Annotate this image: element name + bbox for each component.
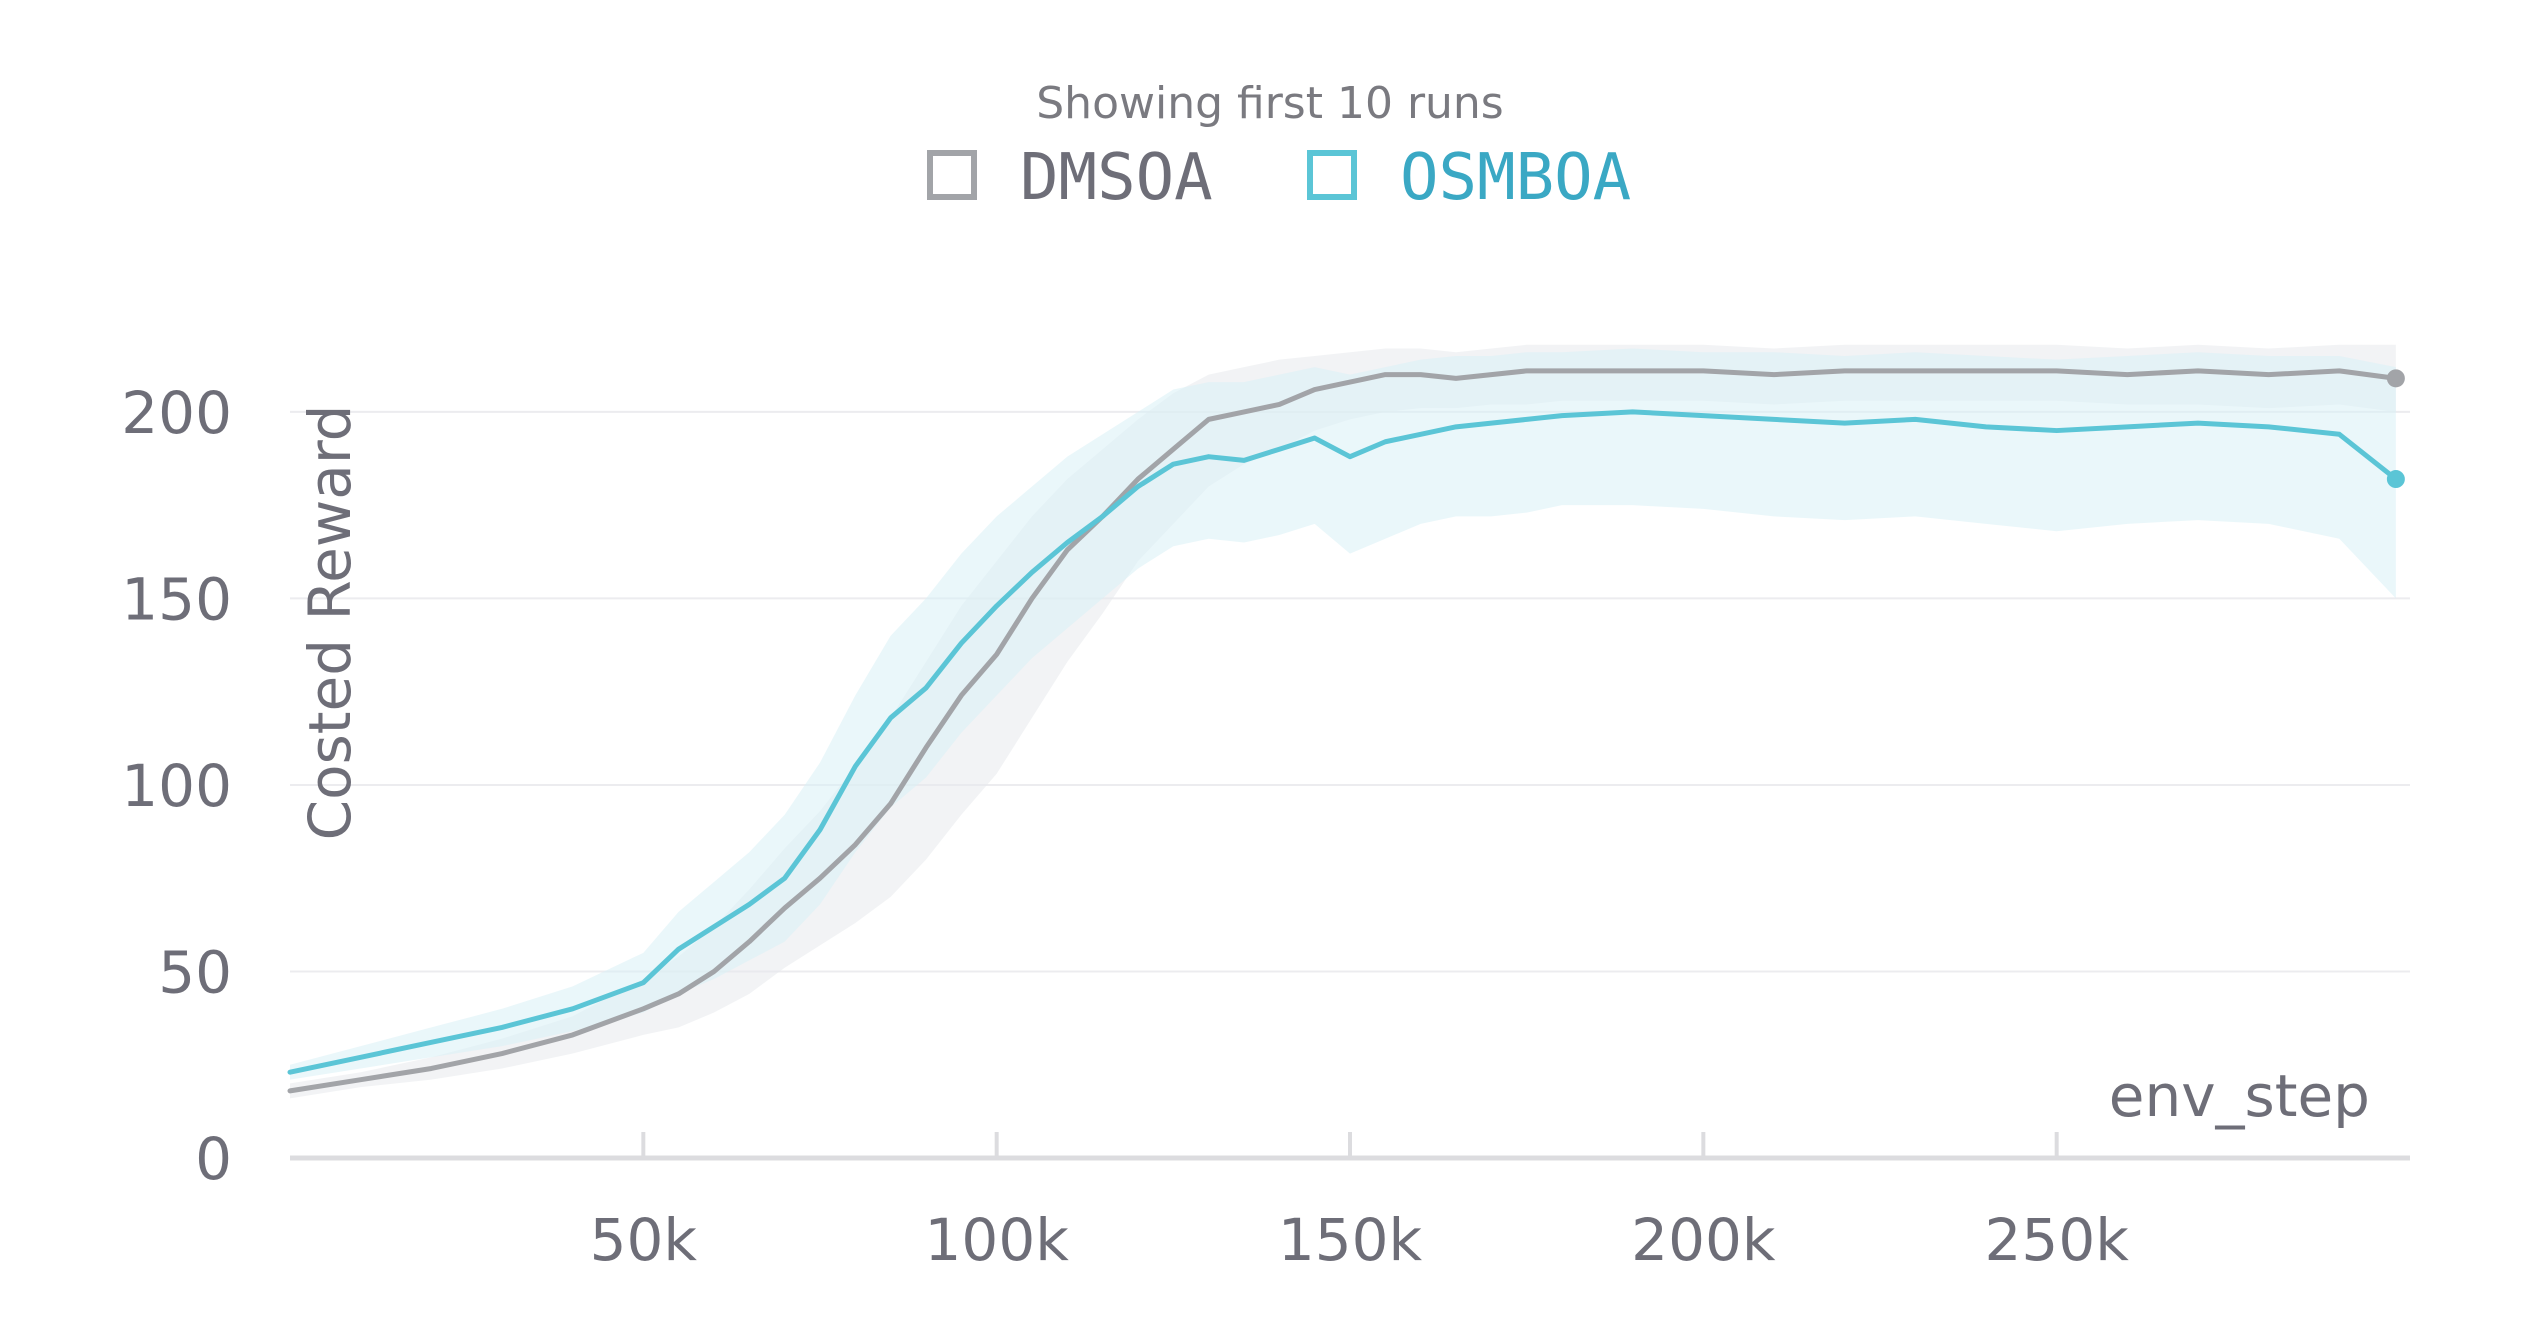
y-axis-title: Costed Reward [296,405,364,841]
chart-subtitle: Showing first 10 runs [1036,78,1503,129]
y-tick-label-150: 150 [121,565,232,633]
dmsoa-std-band [290,344,2396,1099]
x-tick-label-50k: 50k [590,1206,698,1274]
y-tick-label-50: 50 [158,938,232,1006]
osmboa-series-line [287,409,2399,1075]
legend-checkbox-icon [1307,150,1357,200]
dmsoa-series-line [287,368,2399,1094]
legend-label-osmboa: OSMBOA [1400,141,1631,215]
osmboa-std-band [290,348,2396,1080]
legend-label-dmsoa: DMSOA [1020,141,1213,215]
x-tick-label-250k: 250k [1985,1206,2130,1274]
y-tick-label-200: 200 [121,379,232,447]
legend[interactable]: DMSOA OSMBOA [927,141,1631,215]
x-axis-title: env_step [2109,1062,2370,1130]
y-tick-label-100: 100 [121,752,232,820]
legend-item-dmsoa[interactable]: DMSOA [927,141,1213,215]
series-lines [287,368,2399,1094]
x-tick-label-200k: 200k [1631,1206,1776,1274]
x-tick-label-100k: 100k [925,1206,1070,1274]
legend-item-osmboa[interactable]: OSMBOA [1307,141,1631,215]
legend-checkbox-icon [927,150,977,200]
y-tick-label-0: 0 [195,1125,232,1193]
std-bands [290,344,2396,1099]
x-axis-ticks: 50k 100k 150k 200k 250k [590,1132,2130,1274]
y-axis-ticks: 0 50 100 150 200 [121,379,232,1193]
series-endpoints [2386,369,2405,489]
dmsoa-endpoint [2386,369,2405,388]
osmboa-endpoint [2386,470,2405,489]
x-tick-label-150k: 150k [1278,1206,1423,1274]
